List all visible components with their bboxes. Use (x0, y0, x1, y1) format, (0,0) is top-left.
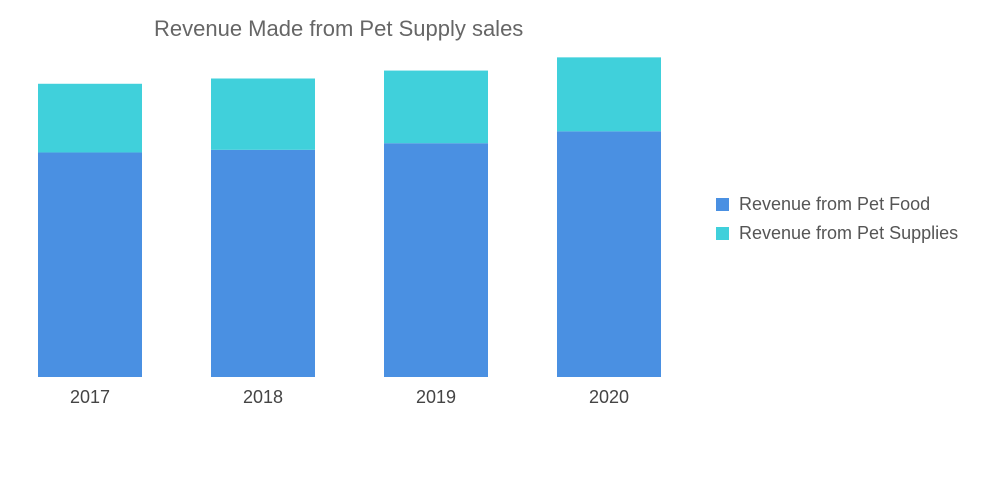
bar-2018-revenue-from-pet-supplies[interactable] (211, 78, 315, 150)
bar-2020-revenue-from-pet-food[interactable] (557, 131, 661, 377)
chart-title: Revenue Made from Pet Supply sales (154, 16, 524, 41)
bar-2017-revenue-from-pet-food[interactable] (38, 152, 142, 377)
bar-2019-revenue-from-pet-food[interactable] (384, 143, 488, 377)
bar-2018-revenue-from-pet-food[interactable] (211, 149, 315, 377)
legend-label-pet-supplies: Revenue from Pet Supplies (739, 223, 959, 243)
bar-2019-revenue-from-pet-supplies[interactable] (384, 70, 488, 144)
legend-item-pet-supplies[interactable]: Revenue from Pet Supplies (716, 219, 958, 248)
bar-2020-revenue-from-pet-supplies[interactable] (557, 57, 661, 132)
x-tick-label-2018: 2018 (243, 387, 283, 407)
legend-item-pet-food[interactable]: Revenue from Pet Food (716, 190, 958, 219)
legend-swatch-pet-supplies (716, 227, 729, 240)
legend-swatch-pet-food (716, 198, 729, 211)
x-tick-label-2019: 2019 (416, 387, 456, 407)
legend: Revenue from Pet Food Revenue from Pet S… (716, 190, 958, 248)
bar-2017-revenue-from-pet-supplies[interactable] (38, 83, 142, 153)
legend-label-pet-food: Revenue from Pet Food (739, 194, 931, 214)
x-tick-label-2017: 2017 (70, 387, 110, 407)
x-tick-label-2020: 2020 (589, 387, 629, 407)
